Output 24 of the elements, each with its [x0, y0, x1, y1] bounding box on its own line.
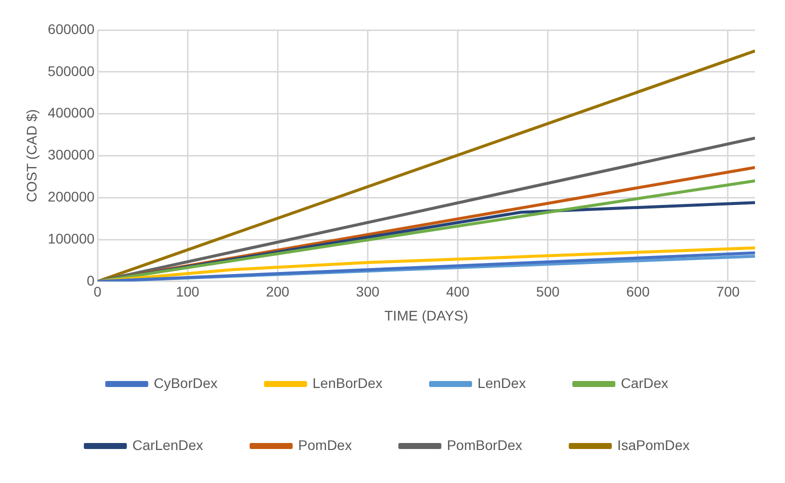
x-tick-label: 700 [716, 284, 740, 300]
legend-label: CarDex [620, 374, 668, 391]
legend-label: CyBorDex [154, 374, 218, 391]
y-tick-label: 100000 [48, 230, 95, 246]
y-tick-label: 0 [86, 272, 95, 288]
y-tick-label: 200000 [48, 188, 95, 204]
y-tick-label: 400000 [48, 104, 95, 121]
x-axis-title: TIME (DAYS) [384, 307, 468, 324]
legend-label: CarLenDex [132, 436, 204, 453]
y-tick-label: 500000 [48, 62, 95, 79]
legend-label: LenBorDex [312, 374, 383, 391]
legend-label: IsaPomDex [617, 436, 690, 453]
legend-label: LenDex [478, 374, 526, 391]
legend-label: PomDex [298, 436, 352, 453]
legend-label: PomBorDex [446, 436, 522, 453]
x-tick-label: 600 [626, 284, 650, 300]
y-tick-label: 300000 [48, 146, 95, 163]
x-tick-label: 500 [536, 284, 560, 300]
x-tick-label: 400 [446, 284, 470, 300]
x-tick-label: 300 [356, 284, 380, 300]
x-tick-label: 200 [266, 284, 290, 300]
x-tick-label: 100 [176, 284, 200, 300]
y-tick-label: 600000 [48, 20, 95, 37]
y-axis-title: COST (CAD $) [23, 109, 40, 202]
